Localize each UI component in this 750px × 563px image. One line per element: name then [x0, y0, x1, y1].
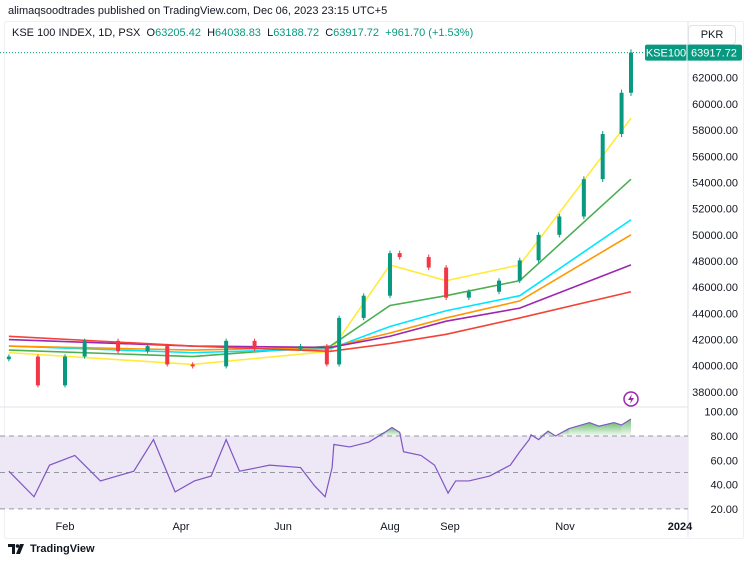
close-label: C: [325, 27, 334, 39]
rsi-overbought-fill: [391, 427, 400, 436]
rsi-tick-label: 60.00: [710, 455, 738, 467]
candle-body: [361, 295, 366, 318]
candle-body: [628, 52, 633, 93]
moving-average-line: [8, 219, 632, 354]
candle-body: [337, 317, 342, 365]
candle-body: [536, 234, 541, 261]
high-value: 64038.83: [215, 27, 261, 39]
time-tick-label: Nov: [555, 521, 575, 533]
candle-body: [619, 92, 624, 135]
price-tick-label: 60000.00: [692, 99, 738, 111]
price-tick-label: 44000.00: [692, 308, 738, 320]
tradingview-logo: TradingView: [8, 543, 95, 555]
rsi-tick-label: 100.00: [704, 407, 738, 419]
candle-body: [324, 346, 329, 365]
rsi-line: [8, 418, 632, 498]
candle-body: [224, 340, 229, 367]
candle-body: [557, 216, 562, 235]
candle-body: [600, 134, 605, 180]
candle-body: [517, 260, 522, 281]
lightning-icon-glyph: [628, 394, 634, 404]
ohlc-legend: KSE 100 INDEX, 1D, PSX O63205.42 H64038.…: [12, 27, 473, 39]
time-tick-label: Aug: [380, 521, 400, 533]
rsi-overbought-fill: [568, 422, 590, 436]
candle-body: [6, 356, 11, 360]
open-value: 63205.42: [155, 27, 201, 39]
candle-body: [82, 340, 87, 357]
rsi-overbought-fill: [538, 431, 549, 436]
candle-body: [252, 340, 257, 349]
time-tick-label: Feb: [56, 521, 75, 533]
candle-body: [466, 291, 471, 298]
candle-body: [444, 267, 449, 298]
candle-body: [581, 179, 586, 217]
rsi-tick-label: 80.00: [710, 431, 738, 443]
moving-average-line: [8, 290, 632, 353]
price-tick-label: 52000.00: [692, 204, 738, 216]
price-tick-label: 38000.00: [692, 387, 738, 399]
candle-body: [190, 364, 195, 367]
price-tick-label: 50000.00: [692, 230, 738, 242]
moving-average-line: [8, 234, 632, 351]
rsi-overbought-fill: [614, 422, 622, 436]
candle-body: [35, 356, 40, 386]
rsi-overbought-fill: [621, 418, 631, 436]
candle-body: [145, 346, 150, 352]
price-tick-label: 46000.00: [692, 282, 738, 294]
candle-body: [388, 253, 392, 296]
time-tick-label: Sep: [440, 521, 460, 533]
candle-body: [116, 340, 121, 352]
price-tag-value: 63917.72: [691, 48, 737, 60]
low-value: 63188.72: [273, 27, 320, 39]
price-tag-symbol: KSE100: [646, 48, 686, 60]
candle-body: [298, 346, 303, 349]
price-tick-label: 48000.00: [692, 256, 738, 268]
close-value: 63917.72: [333, 27, 380, 39]
chart-frame: [4, 21, 744, 539]
price-tick-label: 58000.00: [692, 125, 738, 137]
open-label: O: [146, 27, 156, 39]
time-tick-label: 2024: [668, 521, 693, 533]
price-tick-label: 42000.00: [692, 335, 738, 347]
tradingview-logo-icon: [8, 544, 24, 554]
time-tick-label: Apr: [172, 521, 189, 533]
price-tick-label: 56000.00: [692, 151, 738, 163]
candle-body: [165, 346, 170, 365]
price-tick-label: 54000.00: [692, 177, 738, 189]
time-tick-label: Jun: [274, 521, 292, 533]
symbol-info: KSE 100 INDEX, 1D, PSX: [12, 27, 141, 39]
logo-text: TradingView: [30, 543, 95, 555]
moving-average-line: [8, 178, 632, 358]
rsi-overbought-fill: [384, 427, 392, 436]
published-info: alimaqsoodtrades published on TradingVie…: [8, 5, 388, 17]
change-value: +961.70 (+1.53%): [385, 27, 474, 39]
moving-average-line: [8, 264, 632, 349]
candle-body: [497, 280, 502, 292]
candle-body: [63, 356, 67, 386]
candle-body: [426, 257, 431, 268]
low-label: L: [267, 27, 274, 39]
price-tick-label: 40000.00: [692, 361, 738, 373]
price-tick-label: 62000.00: [692, 73, 738, 85]
price-tag-background: [645, 44, 742, 61]
high-label: H: [207, 27, 216, 39]
candle-body: [397, 253, 402, 258]
rsi-tick-label: 40.00: [710, 480, 738, 492]
rsi-tick-label: 20.00: [710, 504, 738, 516]
